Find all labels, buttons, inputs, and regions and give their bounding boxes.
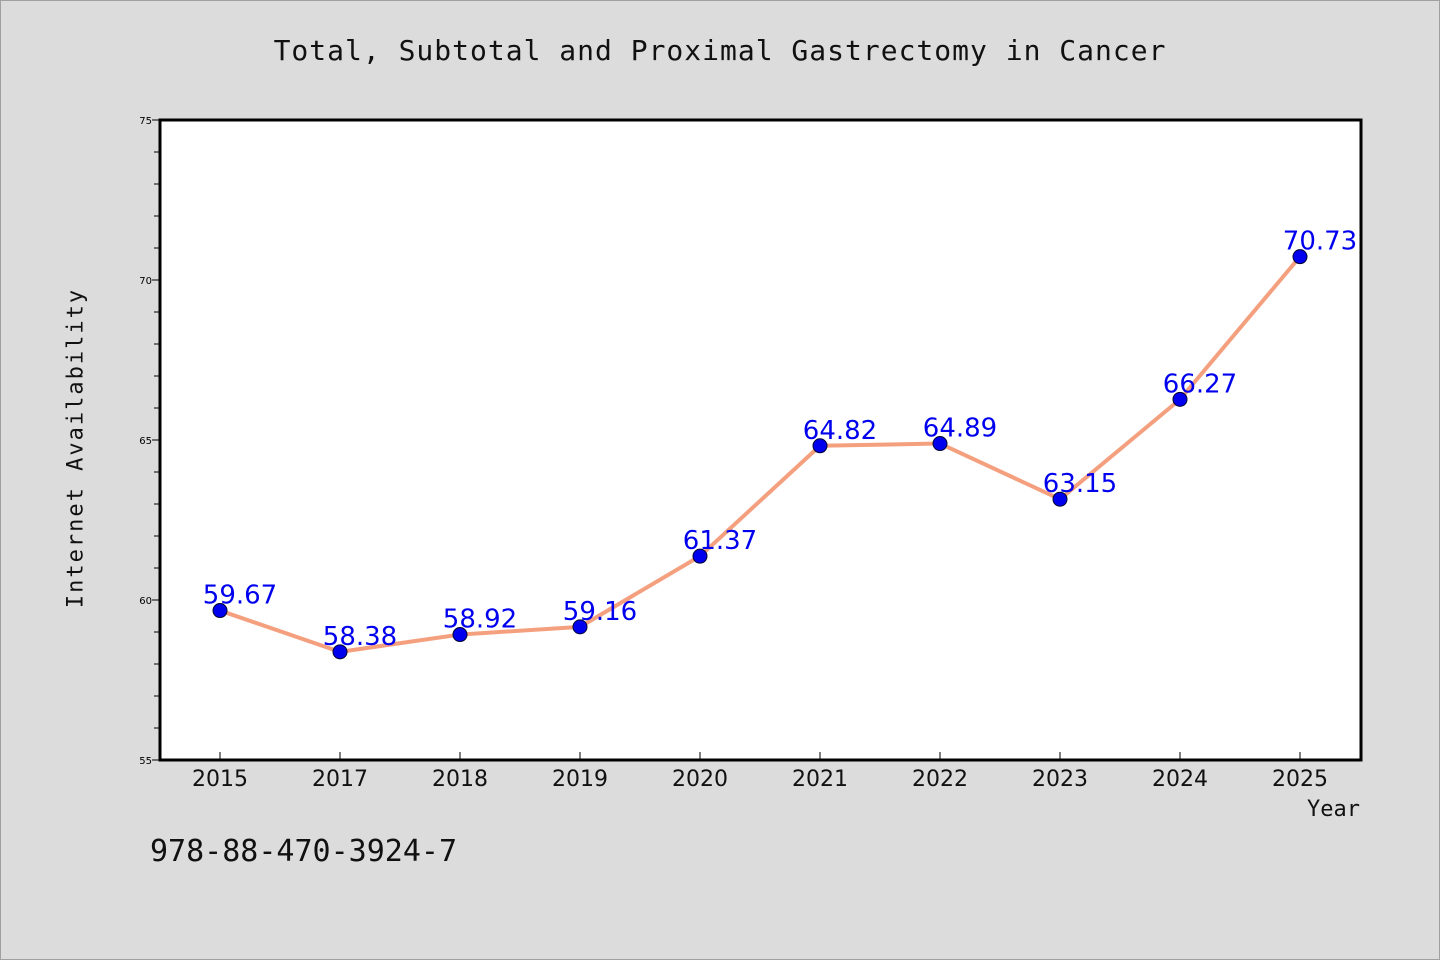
x-axis-ticks: 2015 2017 2018 2019 2020 2021 2022 2023 2024 2025 xyxy=(192,752,1328,792)
footer-code: 978-88-470-3924-7 xyxy=(150,834,458,869)
x-tick-label: 2018 xyxy=(432,767,488,792)
y-tick-label: 55 xyxy=(139,756,152,767)
data-point-marker xyxy=(692,548,708,564)
data-point-marker xyxy=(812,438,828,454)
data-point-marker xyxy=(452,627,468,643)
data-value-label: 64.89 xyxy=(923,414,997,444)
x-tick-label: 2022 xyxy=(912,767,968,792)
data-value-label: 59.67 xyxy=(203,581,277,611)
x-tick-label: 2017 xyxy=(312,767,368,792)
data-point-marker xyxy=(1172,391,1188,407)
data-point-marker xyxy=(572,619,588,635)
series-line xyxy=(219,255,1302,654)
x-tick-label: 2021 xyxy=(792,767,848,792)
x-axis-label: Year xyxy=(1307,797,1360,822)
data-point-marker xyxy=(1052,491,1068,507)
data-value-label: 58.92 xyxy=(443,605,517,635)
data-value-label: 61.37 xyxy=(683,526,757,556)
y-tick-label: 75 xyxy=(139,116,152,127)
data-point-marker xyxy=(212,603,228,619)
data-value-label: 64.82 xyxy=(803,416,877,446)
x-tick-label: 2025 xyxy=(1272,767,1328,792)
chart-title: Total, Subtotal and Proximal Gastrectomy… xyxy=(273,34,1167,67)
data-value-label: 66.27 xyxy=(1163,369,1237,399)
data-point-marker xyxy=(932,436,948,452)
data-value-label: 58.38 xyxy=(323,622,397,652)
y-tick-label: 70 xyxy=(139,276,152,287)
x-tick-label: 2020 xyxy=(672,767,728,792)
plot-area xyxy=(158,118,1363,762)
data-point-marker xyxy=(332,644,348,660)
x-tick-label: 2019 xyxy=(552,767,608,792)
x-tick-label: 2024 xyxy=(1152,767,1208,792)
x-tick-label: 2023 xyxy=(1032,767,1088,792)
data-point-marker xyxy=(1292,249,1308,265)
y-tick-label: 65 xyxy=(139,436,152,447)
value-labels: 59.67 58.38 58.92 59.16 61.37 64.82 64.89 63.15… xyxy=(203,227,1357,652)
data-value-label: 63.15 xyxy=(1043,469,1117,499)
y-tick-label: 60 xyxy=(139,596,152,607)
x-tick-label: 2015 xyxy=(192,767,248,792)
data-value-label: 59.16 xyxy=(563,597,637,627)
series-markers xyxy=(212,249,1308,660)
y-axis-ticks: 55 60 65 70 75 xyxy=(139,116,160,767)
data-value-label: 70.73 xyxy=(1283,227,1357,257)
